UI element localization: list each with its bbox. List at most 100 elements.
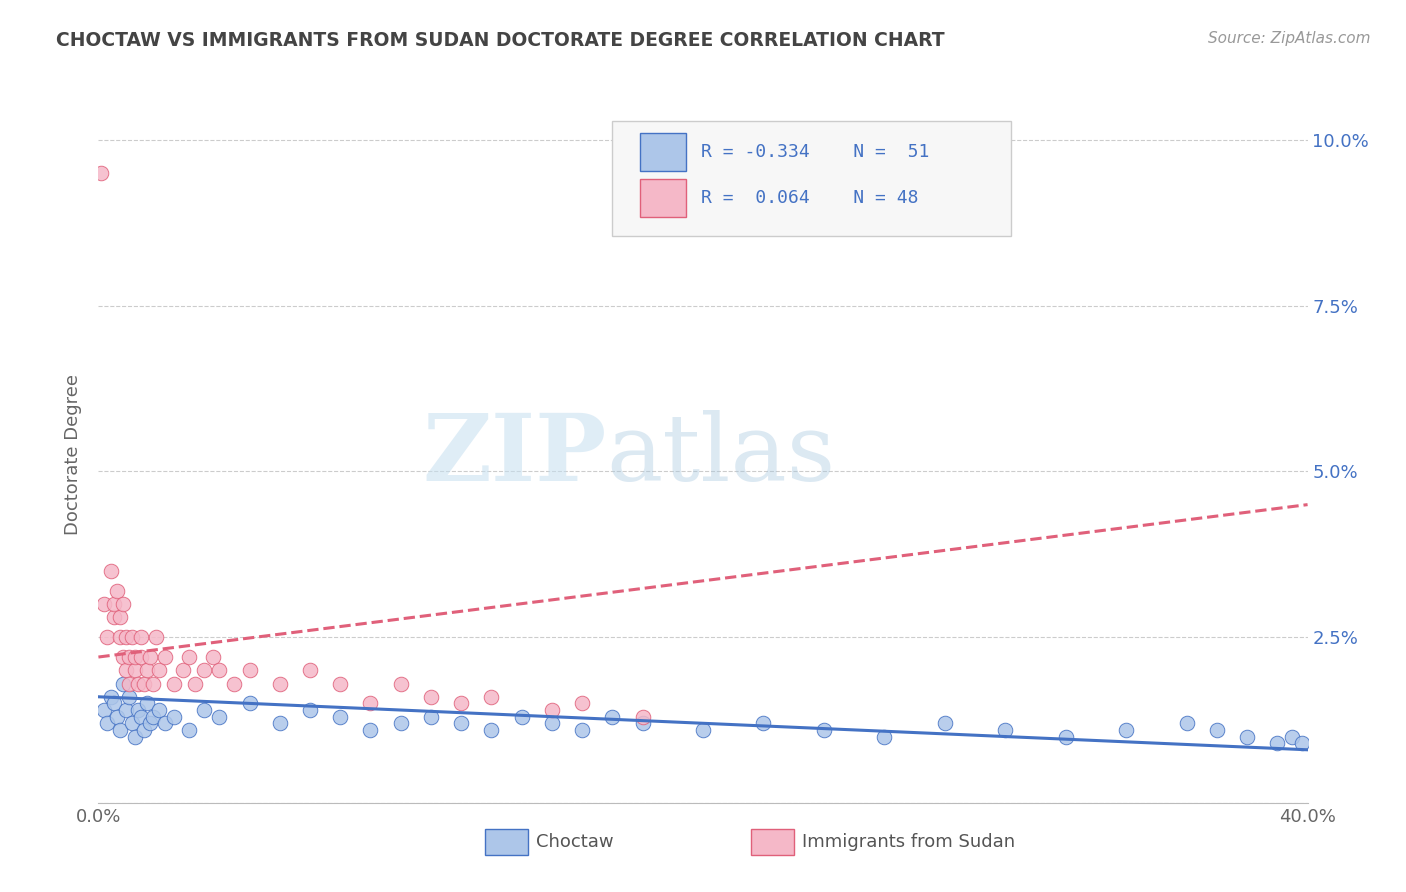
Point <box>139 650 162 665</box>
Point <box>193 703 215 717</box>
Point <box>153 650 176 665</box>
Point <box>111 650 134 665</box>
Point <box>93 597 115 611</box>
Point <box>127 676 149 690</box>
Point <box>124 650 146 665</box>
Point <box>184 676 207 690</box>
Point <box>96 630 118 644</box>
Point <box>114 703 136 717</box>
Point <box>208 709 231 723</box>
Point <box>100 564 122 578</box>
Point <box>389 716 412 731</box>
Point <box>752 716 775 731</box>
Text: atlas: atlas <box>606 410 835 500</box>
Point <box>139 716 162 731</box>
Point <box>148 703 170 717</box>
Point <box>129 630 152 644</box>
Point <box>269 716 291 731</box>
Point <box>360 723 382 737</box>
Text: R =  0.064    N = 48: R = 0.064 N = 48 <box>700 189 918 207</box>
Point <box>193 663 215 677</box>
Point <box>239 697 262 711</box>
Point <box>269 676 291 690</box>
FancyBboxPatch shape <box>613 121 1011 235</box>
Point <box>481 723 503 737</box>
Text: ZIP: ZIP <box>422 410 606 500</box>
Bar <box>640 178 686 217</box>
Point <box>163 676 186 690</box>
Point <box>132 723 155 737</box>
Point <box>299 703 322 717</box>
Point <box>121 716 143 731</box>
Point <box>105 709 128 723</box>
Point <box>132 676 155 690</box>
Point <box>93 703 115 717</box>
Point <box>602 709 624 723</box>
Point <box>124 730 146 744</box>
Text: Source: ZipAtlas.com: Source: ZipAtlas.com <box>1208 31 1371 46</box>
Point <box>121 630 143 644</box>
Bar <box>640 133 686 171</box>
Point <box>96 716 118 731</box>
Point <box>1115 723 1137 737</box>
Point <box>389 676 412 690</box>
Point <box>813 723 835 737</box>
Point <box>224 676 246 690</box>
Point <box>934 716 956 731</box>
Point <box>571 697 593 711</box>
Point <box>202 650 225 665</box>
Point <box>103 597 125 611</box>
Point <box>148 663 170 677</box>
Point <box>90 166 112 180</box>
Point <box>571 723 593 737</box>
Point <box>142 709 165 723</box>
Point <box>105 583 128 598</box>
Point <box>127 703 149 717</box>
Bar <box>751 829 794 855</box>
Point <box>179 650 201 665</box>
Point <box>118 650 141 665</box>
Point <box>873 730 896 744</box>
Point <box>114 630 136 644</box>
Point <box>108 610 131 624</box>
Text: CHOCTAW VS IMMIGRANTS FROM SUDAN DOCTORATE DEGREE CORRELATION CHART: CHOCTAW VS IMMIGRANTS FROM SUDAN DOCTORA… <box>56 31 945 50</box>
Point <box>179 723 201 737</box>
Point <box>329 709 352 723</box>
Point <box>450 716 472 731</box>
Point <box>103 610 125 624</box>
Point <box>135 697 157 711</box>
Point <box>420 709 443 723</box>
Point <box>1281 730 1303 744</box>
Point <box>108 630 131 644</box>
Point <box>145 630 167 644</box>
Point <box>129 650 152 665</box>
Bar <box>485 829 527 855</box>
Point <box>108 723 131 737</box>
Point <box>100 690 122 704</box>
Point <box>631 716 654 731</box>
Point <box>540 703 562 717</box>
Point <box>631 709 654 723</box>
Text: Immigrants from Sudan: Immigrants from Sudan <box>803 833 1015 851</box>
Point <box>142 676 165 690</box>
Point <box>692 723 714 737</box>
Text: R = -0.334    N =  51: R = -0.334 N = 51 <box>700 143 929 161</box>
Point <box>994 723 1017 737</box>
Point <box>135 663 157 677</box>
Point <box>114 663 136 677</box>
Point <box>129 709 152 723</box>
Point <box>420 690 443 704</box>
Point <box>1175 716 1198 731</box>
Point <box>118 676 141 690</box>
Point <box>360 697 382 711</box>
Point <box>153 716 176 731</box>
Point <box>450 697 472 711</box>
Point <box>208 663 231 677</box>
Point <box>1267 736 1289 750</box>
Y-axis label: Doctorate Degree: Doctorate Degree <box>65 375 83 535</box>
Point <box>299 663 322 677</box>
Point <box>111 597 134 611</box>
Text: Choctaw: Choctaw <box>536 833 614 851</box>
Point <box>118 690 141 704</box>
Point <box>1206 723 1229 737</box>
